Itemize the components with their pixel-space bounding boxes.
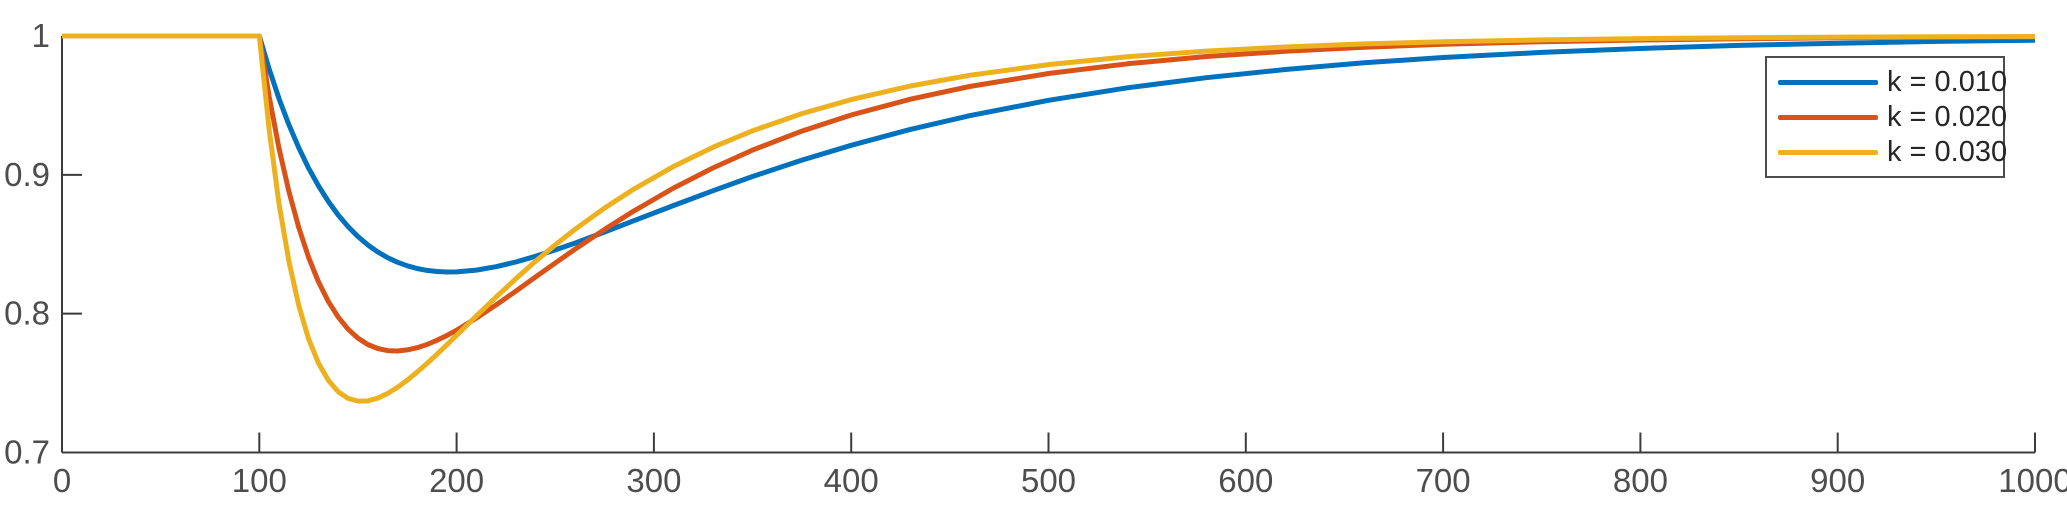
x-tick-label: 1000 bbox=[1998, 462, 2067, 499]
x-tick-label: 700 bbox=[1416, 462, 1471, 499]
legend: k = 0.010 k = 0.020 k = 0.030 bbox=[1765, 56, 2007, 178]
x-tick-label: 800 bbox=[1613, 462, 1668, 499]
series-line-2 bbox=[62, 33, 2036, 404]
x-tick-label: 900 bbox=[1810, 462, 1865, 499]
series-line-1 bbox=[62, 33, 2036, 354]
y-tick-label: 0.7 bbox=[4, 434, 50, 471]
legend-line-swatch bbox=[1778, 114, 1878, 120]
y-tick-label: 1 bbox=[32, 17, 50, 54]
legend-entry: k = 0.020 bbox=[1778, 100, 2007, 135]
x-tick-label: 500 bbox=[1021, 462, 1076, 499]
series-line-0 bbox=[62, 33, 2036, 275]
legend-entry-label: k = 0.010 bbox=[1887, 65, 2008, 98]
x-tick-label: 300 bbox=[626, 462, 681, 499]
y-tick-label: 0.9 bbox=[4, 156, 50, 193]
legend-entry-label: k = 0.030 bbox=[1887, 135, 2008, 168]
x-tick-label: 0 bbox=[53, 462, 71, 499]
x-tick-label: 400 bbox=[824, 462, 879, 499]
y-tick-label: 0.8 bbox=[4, 295, 50, 332]
x-tick-label: 600 bbox=[1218, 462, 1273, 499]
legend-entry-label: k = 0.020 bbox=[1887, 100, 2008, 133]
legend-line-swatch bbox=[1778, 149, 1878, 155]
legend-entry: k = 0.010 bbox=[1778, 65, 2007, 100]
legend-line-swatch bbox=[1778, 79, 1878, 85]
x-tick-label: 100 bbox=[232, 462, 287, 499]
legend-entry: k = 0.030 bbox=[1778, 135, 2007, 170]
x-tick-label: 200 bbox=[429, 462, 484, 499]
